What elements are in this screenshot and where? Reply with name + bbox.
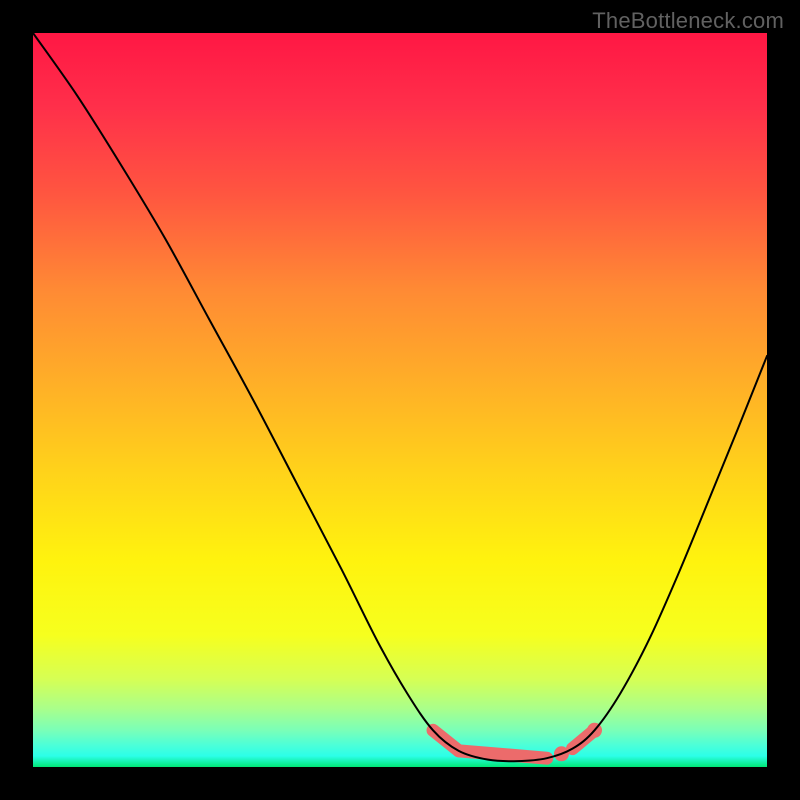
plot-area xyxy=(33,33,767,767)
gradient-background xyxy=(33,33,767,767)
watermark-text: TheBottleneck.com xyxy=(592,8,784,34)
chart-frame: TheBottleneck.com xyxy=(0,0,800,800)
